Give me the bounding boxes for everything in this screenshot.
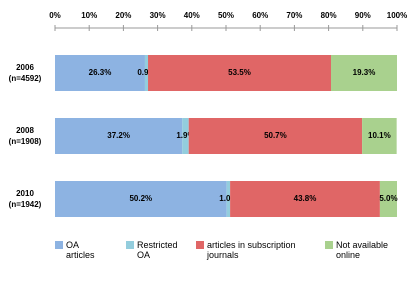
value-label: 1.0% (219, 194, 237, 203)
x-tick-label: 30% (150, 11, 166, 20)
bar-segment (188, 118, 363, 154)
legend-label: OA articles (66, 240, 95, 260)
legend-swatch (55, 241, 63, 249)
bar-segment (55, 55, 145, 91)
category-label: 2010 (n=1942) (8, 189, 42, 209)
bar-segment (330, 55, 397, 91)
x-tick-label: 0% (49, 11, 61, 20)
bar-segment (362, 118, 397, 154)
x-tick-label: 90% (355, 11, 371, 20)
legend-label: articles in subscription journals (207, 240, 296, 260)
value-label: 26.3% (89, 68, 112, 77)
bar-segment (230, 181, 380, 217)
x-tick-label: 10% (81, 11, 97, 20)
category-label: 2008 (n=1908) (8, 126, 42, 146)
x-tick-label: 50% (218, 11, 234, 20)
bar-segment (55, 118, 183, 154)
bar-segment (148, 55, 331, 91)
value-label: 43.8% (294, 194, 317, 203)
x-tick-label: 80% (321, 11, 337, 20)
value-label: 0.9% (137, 68, 155, 77)
value-label: 5.0% (379, 194, 397, 203)
category-label: 2006 (n=4592) (8, 63, 42, 83)
value-label: 50.7% (264, 131, 287, 140)
value-label: 53.5% (228, 68, 251, 77)
x-tick-label: 60% (252, 11, 268, 20)
x-tick-label: 70% (286, 11, 302, 20)
bar-segment (182, 118, 189, 154)
value-label: 50.2% (129, 194, 152, 203)
x-tick-label: 100% (387, 11, 407, 20)
bar-segment (55, 181, 227, 217)
bar-segment (379, 181, 397, 217)
legend-swatch (196, 241, 204, 249)
legend-swatch (126, 241, 134, 249)
bar-segment (144, 55, 149, 91)
legend-swatch (325, 241, 333, 249)
value-label: 1.9% (176, 131, 194, 140)
value-label: 10.1% (368, 131, 391, 140)
legend-label: Not available online (336, 240, 389, 260)
value-label: 19.3% (353, 68, 376, 77)
value-label: 37.2% (107, 131, 130, 140)
x-tick-label: 40% (184, 11, 200, 20)
bar-segment (226, 181, 231, 217)
x-tick-label: 20% (115, 11, 131, 20)
legend-label: Restricted OA (137, 240, 178, 260)
